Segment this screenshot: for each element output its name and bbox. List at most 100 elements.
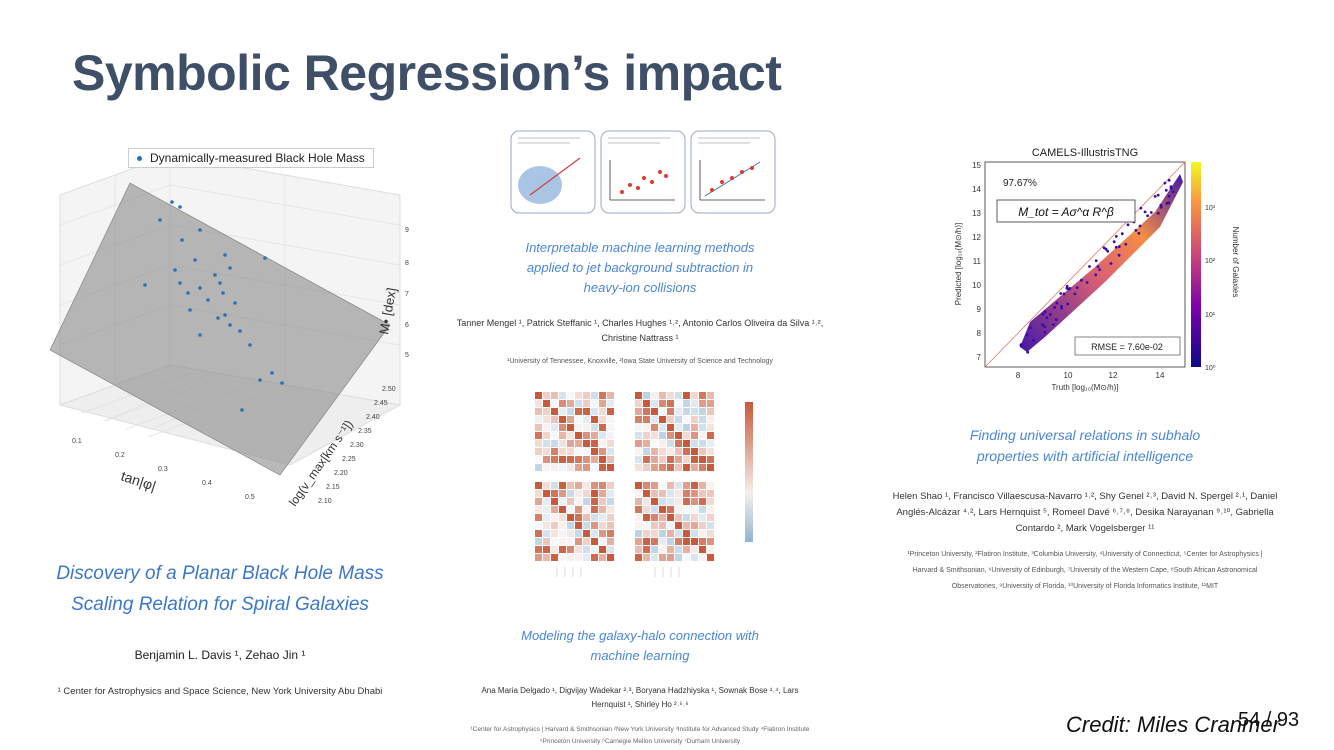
scatter-point (180, 238, 184, 242)
x-tick: 0.4 (202, 480, 212, 487)
heatmap-cell (651, 408, 658, 415)
heatmap-cell (551, 416, 558, 423)
heatmap-cell (667, 514, 674, 521)
y-tick: 14 (972, 185, 981, 194)
heatmap-cell (591, 400, 598, 407)
scatter-point (1138, 224, 1142, 228)
paper2-title-line: heavy-ion collisions (583, 280, 697, 295)
heatmap-cell (583, 522, 590, 529)
heatmap-cell (683, 440, 690, 447)
scatter-point (228, 266, 232, 270)
heatmap-cell (651, 522, 658, 529)
scatter-point (178, 205, 182, 209)
heatmap-cell (551, 432, 558, 439)
scatter-point (1026, 350, 1030, 354)
heatmap-cell (635, 448, 642, 455)
y-tick: 8 (977, 329, 982, 338)
heatmap-cell (543, 498, 550, 505)
y-tick: 12 (972, 233, 981, 242)
paper2-title[interactable]: Interpretable machine learning methods a… (470, 238, 810, 298)
heatmap-cell (535, 464, 542, 471)
heatmap-cell (643, 464, 650, 471)
heatmap-cell (583, 530, 590, 537)
heatmap-cell (567, 546, 574, 553)
heatmap-cell (535, 498, 542, 505)
plot-legend: Dynamically-measured Black Hole Mass (128, 148, 374, 168)
heatmap-cell (707, 416, 714, 423)
heatmap-cell (599, 456, 606, 463)
heatmap-cell (543, 506, 550, 513)
y-tick: 2.25 (342, 456, 356, 463)
scatter-point (1134, 229, 1138, 232)
scatter-point (1055, 301, 1059, 305)
scatter-point (170, 200, 174, 204)
heatmap-cell (675, 400, 682, 407)
paper4-title[interactable]: Finding universal relations in subhalo p… (900, 425, 1270, 467)
heatmap-cell (635, 440, 642, 447)
scatter-point (1109, 262, 1113, 265)
x-tick: 14 (1156, 371, 1165, 380)
heatmap-cell (591, 514, 598, 521)
heatmap-cell (583, 490, 590, 497)
scatter-point (1096, 265, 1100, 268)
heatmap-cell (707, 448, 714, 455)
heatmap-cell (567, 530, 574, 537)
heatmap-cell (659, 408, 666, 415)
heatmap-cell (675, 522, 682, 529)
heatmap-cell (559, 514, 566, 521)
heatmap-cell (543, 490, 550, 497)
heatmap-cell (535, 482, 542, 489)
scatter-point (1075, 286, 1079, 289)
scatter-point (270, 371, 274, 375)
heatmap-cell (535, 546, 542, 553)
heatmap-cell (699, 490, 706, 497)
heatmap-cell (691, 448, 698, 455)
camels-plot-title: CAMELS-IllustrisTNG (1032, 147, 1138, 159)
heatmap-cell (567, 482, 574, 489)
scatter-point (238, 329, 242, 333)
heatmap-cell (651, 464, 658, 471)
heatmap-cell (583, 424, 590, 431)
heatmap-cell (691, 506, 698, 513)
x-tick: 10 (1064, 371, 1073, 380)
paper1-title[interactable]: Discovery of a Planar Black Hole Mass Sc… (20, 558, 420, 620)
heatmap-cell (535, 416, 542, 423)
heatmap-cell (683, 498, 690, 505)
heatmap-cell (551, 530, 558, 537)
heatmap-cell (643, 392, 650, 399)
heatmap-cell (683, 424, 690, 431)
paper3-title[interactable]: Modeling the galaxy-halo connection with… (470, 626, 810, 666)
heatmap-cell (643, 522, 650, 529)
scatter-point (1156, 211, 1160, 215)
heatmap-cell (599, 408, 606, 415)
scatter-point (1169, 186, 1173, 190)
heatmap-cell (607, 554, 614, 561)
heatmap-cell (683, 400, 690, 407)
heatmap-cell (543, 464, 550, 471)
heatmap-cell (691, 538, 698, 545)
heatmap-cell (551, 392, 558, 399)
scatter-point (233, 301, 237, 305)
heatmap-cell (651, 424, 658, 431)
heatmap-cell (535, 522, 542, 529)
heatmap-cell (535, 408, 542, 415)
heatmap-cell (707, 408, 714, 415)
heatmap-cell (567, 448, 574, 455)
heatmap-cell (651, 456, 658, 463)
heatmap-cell (707, 546, 714, 553)
cbar-tick: 10¹ (1205, 312, 1216, 319)
heatmap-cell (583, 498, 590, 505)
heatmap-cell (675, 482, 682, 489)
heatmap-cell (683, 522, 690, 529)
scatter-point (1066, 302, 1070, 306)
heatmap-cell (683, 514, 690, 521)
paper3-title-line: Modeling the galaxy-halo connection with (521, 628, 759, 643)
heatmap-cell (675, 408, 682, 415)
heatmap-cell (707, 400, 714, 407)
heatmap-cell (567, 464, 574, 471)
heatmap-cell (559, 416, 566, 423)
heatmap-cell (583, 432, 590, 439)
heatmap-cell (659, 498, 666, 505)
heatmap-cell (707, 506, 714, 513)
paper4-title-line: Finding universal relations in subhalo (969, 427, 1201, 443)
